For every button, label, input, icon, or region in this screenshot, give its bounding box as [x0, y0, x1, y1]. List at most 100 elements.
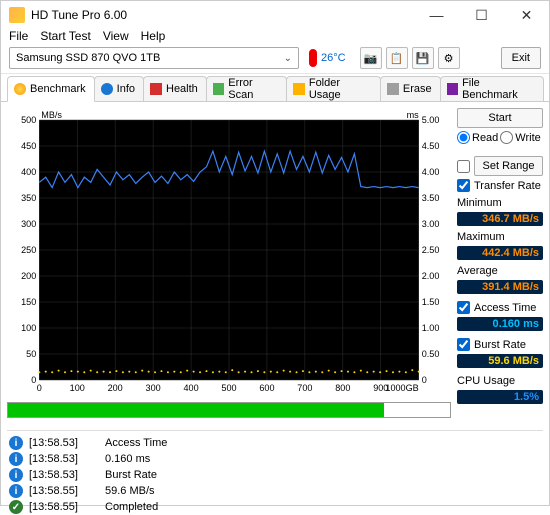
svg-text:300: 300 — [21, 219, 36, 229]
log-message: 0.160 ms — [105, 453, 225, 465]
info-icon: i — [9, 436, 23, 450]
copy-info-button[interactable]: 📋 — [386, 47, 408, 69]
window-title: HD Tune Pro 6.00 — [31, 8, 414, 22]
benchmark-chart: 5005.004504.504004.003503.503003.002502.… — [7, 108, 451, 398]
temperature-display: 26°C — [309, 49, 346, 67]
svg-text:3.00: 3.00 — [422, 219, 440, 229]
svg-text:700: 700 — [297, 383, 312, 393]
svg-text:0.50: 0.50 — [422, 349, 440, 359]
cpu-usage-value: 1.5% — [457, 390, 543, 404]
thermometer-icon — [309, 49, 317, 67]
exit-button[interactable]: Exit — [501, 47, 541, 69]
cpu-usage-label: CPU Usage — [457, 375, 543, 387]
burst-rate-checkbox[interactable] — [457, 338, 470, 351]
log-timestamp: [13:58.53] — [29, 437, 99, 449]
minimize-button[interactable]: — — [414, 1, 459, 29]
info-icon: i — [9, 484, 23, 498]
log-timestamp: [13:58.53] — [29, 453, 99, 465]
save-button[interactable]: 💾 — [412, 47, 434, 69]
error-scan-icon — [213, 83, 224, 95]
erase-icon — [387, 83, 399, 95]
access-time-checkbox[interactable] — [457, 301, 470, 314]
write-radio[interactable]: Write — [500, 131, 540, 144]
svg-text:0: 0 — [422, 375, 427, 385]
log-timestamp: [13:58.53] — [29, 469, 99, 481]
svg-text:0: 0 — [31, 375, 36, 385]
info-icon: i — [9, 468, 23, 482]
tab-info[interactable]: Info — [94, 76, 144, 101]
average-value: 391.4 MB/s — [457, 280, 543, 294]
svg-text:600: 600 — [259, 383, 274, 393]
options-button[interactable]: ⚙ — [438, 47, 460, 69]
log-message: Completed — [105, 501, 225, 513]
app-icon — [9, 7, 25, 23]
tab-erase[interactable]: Erase — [380, 76, 441, 101]
minimum-label: Minimum — [457, 197, 543, 209]
svg-text:ms: ms — [407, 110, 420, 120]
start-button[interactable]: Start — [457, 108, 543, 128]
tab-benchmark[interactable]: Benchmark — [7, 76, 95, 102]
svg-text:100: 100 — [70, 383, 85, 393]
svg-text:800: 800 — [335, 383, 350, 393]
maximum-label: Maximum — [457, 231, 543, 243]
set-range-checkbox[interactable] — [457, 160, 470, 173]
menu-file[interactable]: File — [9, 29, 28, 43]
transfer-rate-checkbox[interactable] — [457, 179, 470, 192]
svg-text:100: 100 — [21, 323, 36, 333]
burst-rate-value: 59.6 MB/s — [457, 354, 543, 368]
average-label: Average — [457, 265, 543, 277]
health-icon — [150, 83, 162, 95]
svg-text:2.00: 2.00 — [422, 271, 440, 281]
device-selected: Samsung SSD 870 QVO 1TB — [16, 52, 160, 64]
menu-view[interactable]: View — [103, 29, 129, 43]
maximize-button[interactable]: ☐ — [459, 1, 504, 29]
menu-start-test[interactable]: Start Test — [40, 29, 90, 43]
access-time-value: 0.160 ms — [457, 317, 543, 331]
tab-health[interactable]: Health — [143, 76, 207, 101]
benchmark-icon — [14, 83, 26, 95]
svg-text:1.50: 1.50 — [422, 297, 440, 307]
svg-text:200: 200 — [21, 271, 36, 281]
svg-text:4.00: 4.00 — [422, 167, 440, 177]
maximum-value: 442.4 MB/s — [457, 246, 543, 260]
svg-text:200: 200 — [108, 383, 123, 393]
svg-text:350: 350 — [21, 193, 36, 203]
check-icon: ✓ — [9, 500, 23, 514]
svg-text:2.50: 2.50 — [422, 245, 440, 255]
log-message: 59.6 MB/s — [105, 485, 225, 497]
svg-text:400: 400 — [21, 167, 36, 177]
menu-help[interactable]: Help — [141, 29, 166, 43]
folder-icon — [293, 83, 304, 95]
svg-text:3.50: 3.50 — [422, 193, 440, 203]
tab-folder-usage[interactable]: Folder Usage — [286, 76, 380, 101]
svg-text:150: 150 — [21, 297, 36, 307]
tab-file-benchmark[interactable]: File Benchmark — [440, 76, 544, 101]
chevron-down-icon: ⌄ — [284, 53, 292, 64]
svg-text:5.00: 5.00 — [422, 115, 440, 125]
svg-text:1000GB: 1000GB — [385, 383, 418, 393]
svg-text:450: 450 — [21, 141, 36, 151]
log-message: Burst Rate — [105, 469, 225, 481]
svg-text:250: 250 — [21, 245, 36, 255]
svg-text:50: 50 — [26, 349, 36, 359]
svg-text:0: 0 — [37, 383, 42, 393]
close-button[interactable]: ✕ — [504, 1, 549, 29]
read-radio[interactable]: Read — [457, 131, 498, 144]
info-icon: i — [9, 452, 23, 466]
log-timestamp: [13:58.55] — [29, 501, 99, 513]
copy-screenshot-button[interactable]: 📷 — [360, 47, 382, 69]
device-dropdown[interactable]: Samsung SSD 870 QVO 1TB ⌄ — [9, 47, 299, 69]
svg-text:4.50: 4.50 — [422, 141, 440, 151]
svg-text:1.00: 1.00 — [422, 323, 440, 333]
progress-fill — [8, 403, 384, 417]
menu-bar: File Start Test View Help — [1, 29, 549, 43]
svg-text:300: 300 — [146, 383, 161, 393]
minimum-value: 346.7 MB/s — [457, 212, 543, 226]
svg-text:500: 500 — [21, 115, 36, 125]
tab-error-scan[interactable]: Error Scan — [206, 76, 288, 101]
svg-text:MB/s: MB/s — [41, 110, 62, 120]
file-benchmark-icon — [447, 83, 458, 95]
svg-text:400: 400 — [183, 383, 198, 393]
progress-bar — [7, 402, 451, 418]
set-range-button[interactable]: Set Range — [474, 156, 543, 176]
